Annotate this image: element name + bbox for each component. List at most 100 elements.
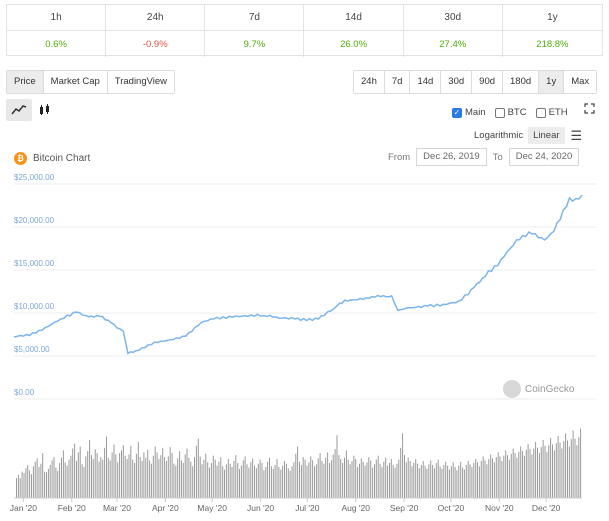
- compare-eth[interactable]: ETH: [535, 107, 568, 118]
- volume-bar: [463, 469, 465, 498]
- x-tick-label: Nov '20: [485, 503, 514, 513]
- volume-bar: [529, 449, 531, 498]
- volume-bar: [124, 455, 126, 498]
- line-chart-icon[interactable]: [6, 99, 32, 121]
- volume-bar: [17, 474, 19, 498]
- checkbox-icon[interactable]: [494, 107, 505, 118]
- volume-bar: [186, 448, 188, 498]
- volume-bar: [460, 461, 462, 498]
- volume-bar: [390, 459, 392, 498]
- volume-bar: [478, 466, 480, 498]
- volume-bar: [175, 465, 177, 498]
- compare-btc[interactable]: BTC: [494, 107, 527, 118]
- volume-bar: [392, 465, 394, 498]
- volume-bar: [308, 462, 310, 498]
- volume-bar: [27, 465, 29, 498]
- volume-bar: [207, 462, 209, 498]
- volume-bar: [145, 457, 147, 498]
- volume-bar: [454, 467, 456, 498]
- change-header-1h: 1h: [7, 5, 107, 31]
- range-7d[interactable]: 7d: [384, 71, 411, 93]
- x-tick-label: Oct '20: [438, 503, 465, 513]
- volume-bar: [34, 461, 36, 498]
- compare-main[interactable]: ✓ Main: [452, 107, 486, 118]
- volume-bar: [306, 465, 308, 498]
- scale-logarithmic[interactable]: Logarithmic: [474, 130, 524, 141]
- volume-bar: [135, 453, 137, 498]
- range-24h[interactable]: 24h: [354, 71, 385, 93]
- volume-bar: [184, 454, 186, 498]
- volume-bar: [284, 461, 285, 498]
- volume-bar: [482, 456, 484, 498]
- volume-bar: [53, 457, 55, 498]
- volume-bar: [417, 463, 419, 498]
- watermark-text: CoinGecko: [525, 383, 575, 395]
- from-date-input[interactable]: Dec 26, 2019: [416, 148, 487, 166]
- volume-bar: [411, 466, 413, 498]
- volume-bar: [578, 437, 580, 498]
- tab-price[interactable]: Price: [7, 71, 44, 93]
- y-tick-label: $5,000.00: [14, 345, 50, 354]
- volume-bar: [402, 433, 404, 498]
- volume-bar: [540, 447, 542, 498]
- change-header-7d: 7d: [205, 5, 305, 31]
- x-tick-label: Jun '20: [247, 503, 274, 513]
- range-30d[interactable]: 30d: [441, 71, 473, 93]
- checkbox-checked-icon[interactable]: ✓: [452, 107, 462, 118]
- volume-bar: [480, 461, 482, 498]
- volume-bar: [143, 452, 145, 498]
- to-date-input[interactable]: Dec 24, 2020: [508, 148, 580, 166]
- volume-bar: [366, 462, 368, 498]
- y-tick-label: $10,000.00: [14, 302, 55, 311]
- volume-bar: [272, 468, 274, 498]
- volume-bar: [111, 452, 113, 498]
- volume-bar: [396, 463, 398, 498]
- volume-bar: [364, 465, 366, 498]
- coingecko-logo-icon: [503, 380, 521, 398]
- volume-bar: [190, 461, 192, 498]
- x-tick-label: Apr '20: [152, 503, 179, 513]
- checkbox-icon[interactable]: [535, 107, 546, 118]
- volume-bar: [235, 455, 237, 498]
- range-max[interactable]: Max: [564, 71, 597, 93]
- x-tick-label: May '20: [197, 503, 227, 513]
- change-value-24h: -0.9%: [106, 31, 206, 57]
- volume-bar: [210, 463, 212, 498]
- volume-bar: [61, 457, 62, 498]
- scale-linear[interactable]: Linear: [528, 127, 565, 144]
- volume-bar: [405, 462, 407, 498]
- volume-bar: [289, 470, 291, 498]
- volume-bar: [115, 454, 117, 498]
- volume-bar: [216, 465, 218, 498]
- volume-bar: [62, 450, 64, 498]
- range-180d[interactable]: 180d: [503, 71, 540, 93]
- volume-bar: [270, 466, 272, 498]
- chart-style-toggle: [6, 99, 58, 121]
- volume-bar: [237, 463, 239, 498]
- volume-bar: [415, 459, 417, 498]
- tab-tradingview[interactable]: TradingView: [107, 71, 175, 93]
- range-1y[interactable]: 1y: [539, 71, 565, 93]
- volume-bar: [278, 467, 280, 498]
- volume-bar: [345, 450, 347, 498]
- volume-bar: [374, 464, 375, 498]
- volume-bar: [242, 460, 244, 498]
- hamburger-menu-icon[interactable]: ☰: [570, 127, 583, 143]
- price-chart[interactable]: $25,000.00 $20,000.00 $15,000.00 $10,000.00…: [0, 170, 609, 521]
- candlestick-icon[interactable]: [32, 99, 58, 121]
- volume-bar: [205, 453, 207, 498]
- compare-label: BTC: [507, 107, 527, 118]
- volume-bar: [179, 451, 181, 498]
- fullscreen-icon[interactable]: [584, 103, 595, 117]
- tab-market-cap[interactable]: Market Cap: [43, 71, 108, 93]
- range-14d[interactable]: 14d: [410, 71, 442, 93]
- volume-bar: [293, 462, 295, 498]
- volume-bar: [121, 450, 122, 498]
- volume-bar: [552, 444, 553, 498]
- volume-bar: [580, 428, 582, 498]
- volume-bar: [420, 465, 422, 498]
- range-90d[interactable]: 90d: [472, 71, 504, 93]
- volume-bar: [51, 460, 53, 498]
- volume-bar: [542, 439, 544, 498]
- volume-bar: [276, 459, 278, 498]
